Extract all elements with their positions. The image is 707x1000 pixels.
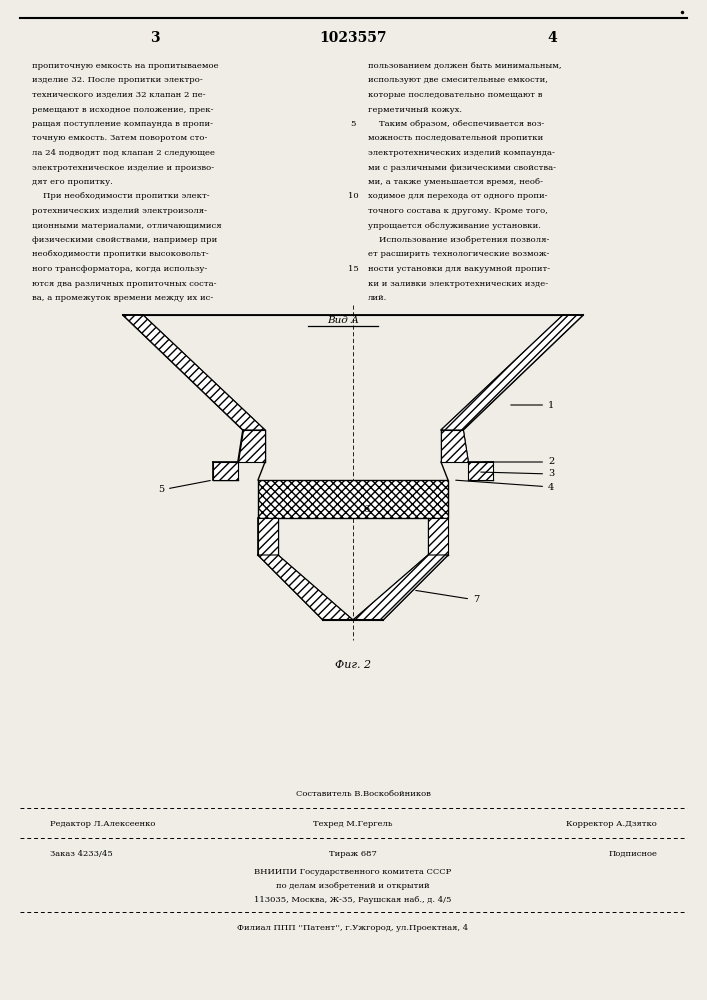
Text: упрощается обслуживание установки.: упрощается обслуживание установки. xyxy=(368,222,541,230)
Text: точную емкость. Затем поворотом сто-: точную емкость. Затем поворотом сто- xyxy=(32,134,207,142)
Text: Использование изобретения позволя-: Использование изобретения позволя- xyxy=(368,236,549,244)
Text: 15: 15 xyxy=(348,265,358,273)
Text: необходимости пропитки высоковольт-: необходимости пропитки высоковольт- xyxy=(32,250,209,258)
Text: пользованием должен быть минимальным,: пользованием должен быть минимальным, xyxy=(368,62,561,70)
Text: Филиал ППП ''Патент'', г.Ужгород, ул.Проектная, 4: Филиал ППП ''Патент'', г.Ужгород, ул.Про… xyxy=(238,924,469,932)
Text: Фиг. 2: Фиг. 2 xyxy=(335,660,371,670)
Text: ного трансформатора, когда использу-: ного трансформатора, когда использу- xyxy=(32,265,207,273)
Text: 3: 3 xyxy=(481,470,554,479)
Polygon shape xyxy=(468,462,493,480)
Polygon shape xyxy=(428,518,448,555)
Polygon shape xyxy=(123,315,265,430)
Text: ва, а промежуток времени между их ис-: ва, а промежуток времени между их ис- xyxy=(32,294,214,302)
Text: 1: 1 xyxy=(510,400,554,410)
Text: дят его пропитку.: дят его пропитку. xyxy=(32,178,113,186)
Text: которые последовательно помещают в: которые последовательно помещают в xyxy=(368,91,542,99)
Text: можность последовательной пропитки: можность последовательной пропитки xyxy=(368,134,543,142)
Text: Вид А: Вид А xyxy=(327,316,359,325)
Text: по делам изобретений и открытий: по делам изобретений и открытий xyxy=(276,882,430,890)
Text: Редактор Л.Алексеенко: Редактор Л.Алексеенко xyxy=(50,820,156,828)
Polygon shape xyxy=(258,480,448,518)
Text: ВНИИПИ Государственного комитета СССР: ВНИИПИ Государственного комитета СССР xyxy=(255,868,452,876)
Text: ротехнических изделий электроизоля-: ротехнических изделий электроизоля- xyxy=(32,207,207,215)
Text: 4: 4 xyxy=(456,480,554,491)
Polygon shape xyxy=(441,315,583,430)
Text: используют две смесительные емкости,: используют две смесительные емкости, xyxy=(368,77,548,85)
Polygon shape xyxy=(441,430,468,462)
Text: точного состава к другому. Кроме того,: точного состава к другому. Кроме того, xyxy=(368,207,548,215)
Text: ремещают в исходное положение, прек-: ремещают в исходное положение, прек- xyxy=(32,105,214,113)
Text: 4: 4 xyxy=(547,31,557,45)
Text: ются два различных пропиточных соста-: ются два различных пропиточных соста- xyxy=(32,279,216,288)
Text: 2: 2 xyxy=(484,458,554,466)
Text: 113035, Москва, Ж-35, Раушская наб., д. 4/5: 113035, Москва, Ж-35, Раушская наб., д. … xyxy=(255,896,452,904)
Text: ности установки для вакуумной пропит-: ности установки для вакуумной пропит- xyxy=(368,265,550,273)
Text: 1023557: 1023557 xyxy=(320,31,387,45)
Polygon shape xyxy=(213,462,238,480)
Text: ращая поступление компаунда в пропи-: ращая поступление компаунда в пропи- xyxy=(32,120,213,128)
Text: технического изделия 32 клапан 2 пе-: технического изделия 32 клапан 2 пе- xyxy=(32,91,206,99)
Text: ми с различными физическими свойства-: ми с различными физическими свойства- xyxy=(368,163,556,172)
Text: Корректор А.Дзятко: Корректор А.Дзятко xyxy=(566,820,657,828)
Text: 3: 3 xyxy=(150,31,160,45)
Text: Заказ 4233/45: Заказ 4233/45 xyxy=(50,850,112,858)
Text: электротехническое изделие и произво-: электротехническое изделие и произво- xyxy=(32,163,214,172)
Text: изделие 32. После пропитки электро-: изделие 32. После пропитки электро- xyxy=(32,77,203,85)
Text: 10: 10 xyxy=(348,192,358,200)
Text: 6: 6 xyxy=(363,506,369,514)
Text: ми, а также уменьшается время, необ-: ми, а также уменьшается время, необ- xyxy=(368,178,543,186)
Text: ла 24 подводят под клапан 2 следующее: ла 24 подводят под клапан 2 следующее xyxy=(32,149,215,157)
Text: электротехнических изделий компаунда-: электротехнических изделий компаунда- xyxy=(368,149,555,157)
Text: ки и заливки электротехнических изде-: ки и заливки электротехнических изде- xyxy=(368,279,548,288)
Text: Тираж 687: Тираж 687 xyxy=(329,850,377,858)
Text: физическими свойствами, например при: физическими свойствами, например при xyxy=(32,236,217,244)
Text: 5: 5 xyxy=(158,481,210,494)
Text: Таким образом, обеспечивается воз-: Таким образом, обеспечивается воз- xyxy=(368,120,544,128)
Text: ет расширить технологические возмож-: ет расширить технологические возмож- xyxy=(368,250,549,258)
Text: пропиточную емкость на пропитываемое: пропиточную емкость на пропитываемое xyxy=(32,62,218,70)
Text: 7: 7 xyxy=(416,590,479,604)
Text: герметичный кожух.: герметичный кожух. xyxy=(368,105,462,113)
Text: Подписное: Подписное xyxy=(608,850,657,858)
Polygon shape xyxy=(258,518,278,555)
Polygon shape xyxy=(353,555,448,620)
Polygon shape xyxy=(258,555,353,620)
Polygon shape xyxy=(238,430,265,462)
Text: 5: 5 xyxy=(350,120,356,128)
Text: ционными материалами, отличающимися: ционными материалами, отличающимися xyxy=(32,222,221,230)
Text: Составитель В.Воскобойников: Составитель В.Воскобойников xyxy=(296,790,431,798)
Text: лий.: лий. xyxy=(368,294,387,302)
Text: При необходимости пропитки элект-: При необходимости пропитки элект- xyxy=(32,192,209,200)
Text: ходимое для перехода от одного пропи-: ходимое для перехода от одного пропи- xyxy=(368,192,547,200)
Text: Техред М.Гергель: Техред М.Гергель xyxy=(313,820,393,828)
